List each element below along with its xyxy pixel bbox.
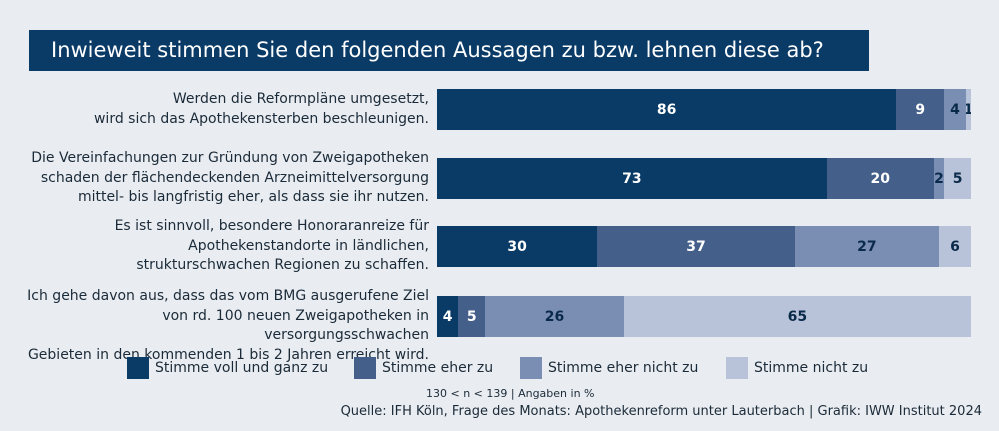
- data-label: 30: [507, 238, 527, 255]
- question-label-line: wird sich das Apothekensterben beschleun…: [93, 110, 429, 127]
- data-label: 5: [466, 308, 477, 325]
- bar-row: 86 9 4 1: [437, 89, 971, 130]
- bar-row: 4 5 26 65: [437, 296, 971, 337]
- bar-segment: 37: [597, 226, 795, 267]
- sample-note: 130 < n < 139 | Angaben in %: [426, 387, 595, 400]
- bar-segment: 27: [794, 226, 939, 267]
- legend-swatch: [726, 357, 748, 379]
- bar-segment: 30: [437, 226, 598, 267]
- question-label-line: schaden der flächendeckenden Arzneimitte…: [40, 169, 429, 186]
- legend-item: Stimme eher nicht zu: [520, 356, 698, 380]
- data-label: 1: [965, 101, 971, 118]
- question-label: Die Vereinfachungen zur Gründung von Zwe…: [9, 149, 429, 208]
- bar-segment: 20: [826, 158, 934, 199]
- question-label-line: Es ist sinnvoll, besondere Honoraranreiz…: [114, 218, 429, 235]
- bar-segment: 4: [437, 296, 459, 337]
- bar-segment: 2: [933, 158, 945, 199]
- data-label: 65: [787, 308, 808, 325]
- data-label: 4: [442, 308, 453, 325]
- data-label: 4: [950, 101, 960, 118]
- chart-title: Inwieweit stimmen Sie den folgenden Auss…: [29, 30, 869, 71]
- legend-item: Stimme nicht zu: [726, 356, 868, 380]
- legend-label: Stimme eher zu: [382, 360, 494, 376]
- question-label-line: von rd. 100 neuen Zweigapotheken in vers…: [162, 307, 429, 344]
- data-label: 9: [915, 101, 926, 118]
- legend-item: Stimme voll und ganz zu: [127, 356, 328, 380]
- question-label-line: strukturschwachen Regionen zu schaffen.: [136, 257, 429, 274]
- question-label-line: Ich gehe davon aus, dass das vom BMG aus…: [27, 288, 429, 305]
- data-label: 27: [857, 238, 877, 255]
- question-label-line: mittel- bis langfristig eher, als dass s…: [77, 189, 429, 206]
- legend-label: Stimme eher nicht zu: [548, 360, 699, 376]
- legend-label: Stimme voll und ganz zu: [155, 360, 329, 376]
- bar-segment: 6: [938, 226, 971, 267]
- data-label: 26: [544, 308, 565, 325]
- data-label: 73: [622, 170, 642, 187]
- bar-segment: 1: [965, 89, 971, 130]
- bar-segment: 5: [458, 296, 486, 337]
- data-label: 86: [656, 101, 677, 118]
- data-label: 2: [934, 170, 944, 187]
- question-label-line: Werden die Reformpläne umgesetzt,: [172, 91, 429, 107]
- legend-swatch: [354, 357, 376, 379]
- bar-segment: 26: [485, 296, 624, 337]
- data-label: 5: [952, 170, 963, 187]
- legend: Stimme voll und ganz zu Stimme eher zu Sti…: [127, 356, 927, 380]
- bar-segment: 9: [896, 89, 945, 130]
- legend-swatch: [127, 357, 149, 379]
- question-label: Werden die Reformpläne umgesetzt, wird si…: [9, 90, 429, 129]
- question-label: Es ist sinnvoll, besondere Honoraranreiz…: [9, 217, 429, 276]
- data-label: 37: [686, 238, 706, 255]
- bar-segment: 5: [944, 158, 971, 199]
- bar-segment: 4: [944, 89, 966, 130]
- question-label: Ich gehe davon aus, dass das vom BMG aus…: [9, 287, 429, 365]
- bar-row: 73 20 2 5: [437, 158, 971, 199]
- legend-item: Stimme eher zu: [354, 356, 493, 380]
- source-line: Quelle: IFH Köln, Frage des Monats: Apot…: [340, 404, 982, 419]
- bar-segment: 65: [623, 296, 971, 337]
- data-label: 6: [950, 238, 960, 255]
- legend-swatch: [520, 357, 542, 379]
- bar-segment: 73: [437, 158, 827, 199]
- bar-segment: 86: [437, 89, 897, 130]
- bar-row: 30 37 27 6: [437, 226, 971, 267]
- data-label: 20: [870, 170, 890, 187]
- question-label-line: Die Vereinfachungen zur Gründung von Zwe…: [31, 150, 429, 167]
- legend-label: Stimme nicht zu: [754, 360, 869, 376]
- question-label-line: Apothekenstandorte in ländlichen,: [188, 237, 429, 254]
